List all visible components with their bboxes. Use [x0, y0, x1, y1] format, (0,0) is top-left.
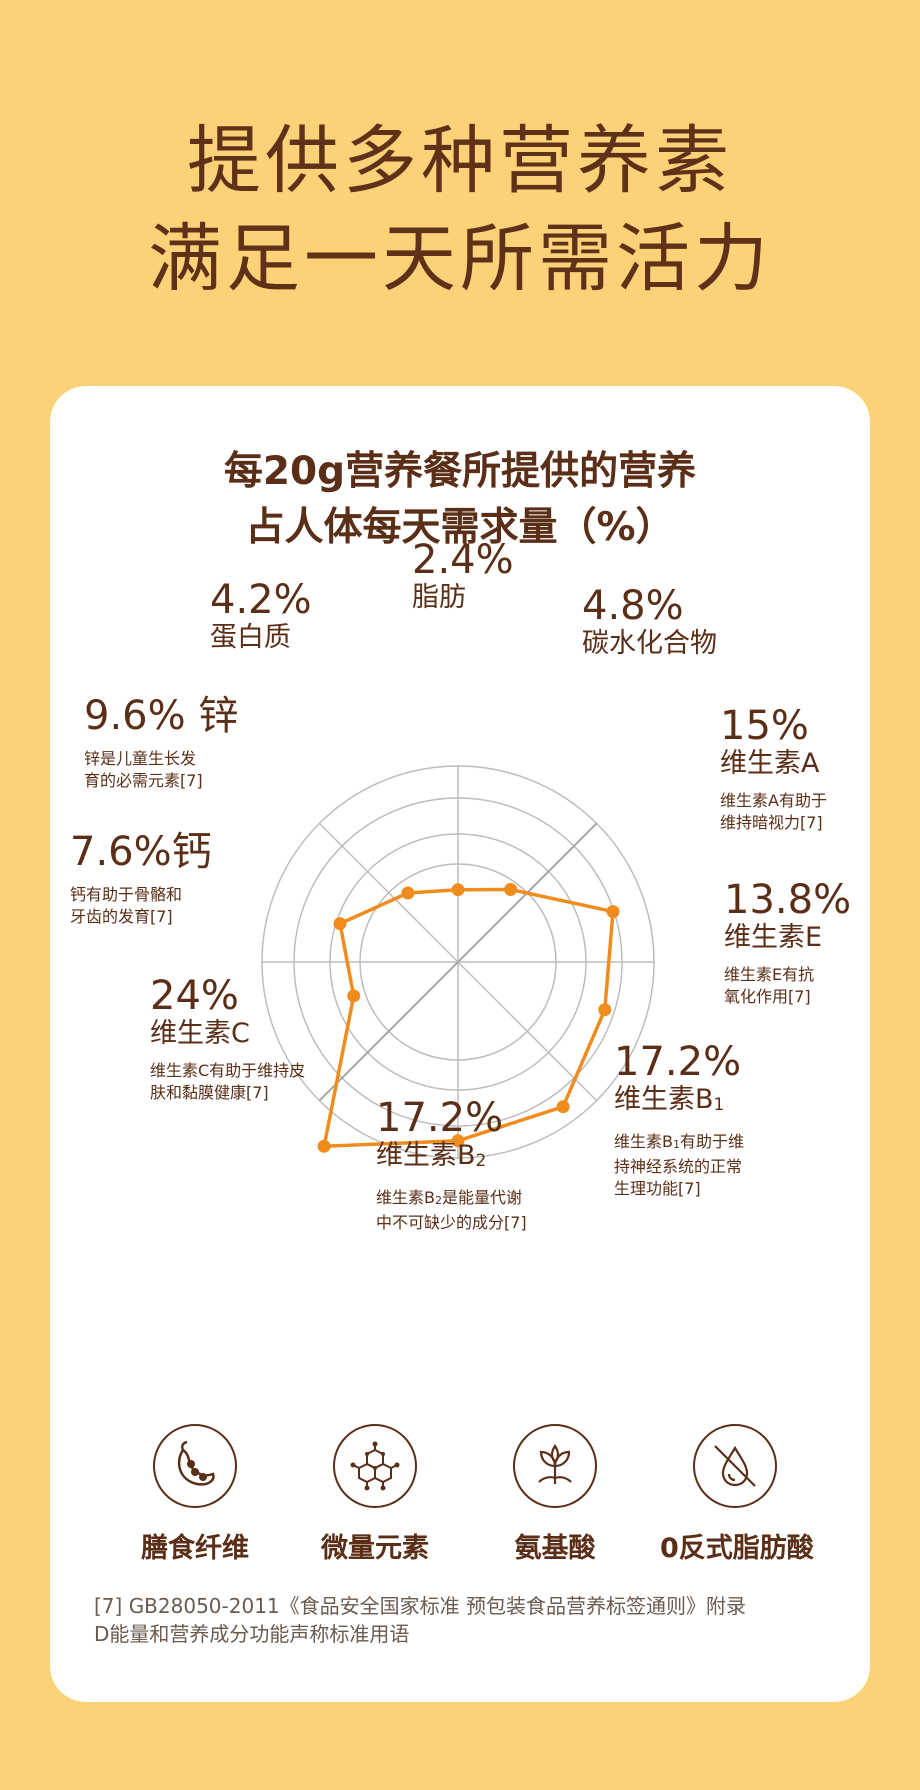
headline: 提供多种营养素 满足一天所需活力 — [0, 112, 920, 308]
label-vitamin-c: 24% 维生素C 维生素C有助于维持皮 肤和黏膜健康[7] — [150, 974, 305, 1104]
label-carb-name: 碳水化合物 — [582, 628, 717, 659]
label-protein-name: 蛋白质 — [210, 622, 291, 653]
footnote-line-1: [7] GB28050-2011《食品安全国家标准 预包装食品营养标签通则》附录 — [94, 1594, 747, 1618]
label-vitamin-e-value: 13.8% — [724, 877, 852, 923]
label-vitamin-e-name: 维生素E — [724, 922, 823, 953]
label-vitamin-b1-value: 17.2% — [614, 1039, 742, 1085]
label-vitamin-c-desc: 维生素C有助于维持皮 肤和黏膜健康[7] — [150, 1060, 305, 1104]
label-fat-name: 脂肪 — [412, 582, 466, 613]
label-vitamin-e-desc-2: 氧化作用[7] — [724, 987, 811, 1006]
label-fat-value: 2.4% — [412, 537, 514, 583]
feature-dietary-fiber: 膳食纤维 — [120, 1424, 270, 1565]
molecule-icon — [333, 1424, 417, 1508]
feature-amino-acids: 氨基酸 — [480, 1424, 630, 1565]
label-vitamin-c-name: 维生素C — [150, 1018, 250, 1049]
chart-title-line-2: 占人体每天需求量（%） — [245, 505, 675, 550]
radar-point-1 — [451, 883, 465, 897]
label-calcium-desc: 钙有助于骨骼和 牙齿的发育[7] — [70, 884, 212, 928]
label-fat: 2.4% 脂肪 — [412, 538, 514, 614]
label-zinc-desc: 锌是儿童生长发 育的必需元素[7] — [84, 748, 238, 792]
label-vitamin-b1: 17.2% 维生素B1 维生素B1有助于维 持神经系统的正常 生理功能[7] — [614, 1040, 744, 1200]
headline-line-1: 提供多种营养素 — [187, 118, 733, 204]
label-calcium-value: 7.6% — [70, 829, 172, 875]
feature-zero-trans-fat: 0反式脂肪酸 — [660, 1424, 814, 1565]
label-carb-value: 4.8% — [582, 583, 684, 629]
headline-line-2: 满足一天所需活力 — [148, 216, 772, 302]
label-vitamin-b2-name-text: 维生素B — [376, 1140, 476, 1171]
label-vitamin-a-desc-2: 维持暗视力[7] — [720, 813, 823, 832]
label-vitamin-b2-name: 维生素B2 — [376, 1140, 527, 1177]
label-vitamin-b2: 17.2% 维生素B2 维生素B2是能量代谢 中不可缺少的成分[7] — [376, 1096, 527, 1234]
label-vitamin-e: 13.8% 维生素E 维生素E有抗 氧化作用[7] — [724, 878, 851, 1008]
label-vitamin-b1-name-text: 维生素B — [614, 1084, 714, 1115]
label-vitamin-b1-desc-1: 维生素B1有助于维 — [614, 1131, 744, 1156]
label-zinc: 9.6% 锌 锌是儿童生长发 育的必需元素[7] — [84, 694, 238, 792]
nutrition-card: 每20g营养餐所提供的营养 占人体每天需求量（%） 2.4% 脂肪 4.8% 碳… — [50, 386, 870, 1702]
label-vitamin-b2-desc-1: 维生素B2是能量代谢 — [376, 1187, 527, 1212]
label-protein: 4.2% 蛋白质 — [210, 578, 312, 654]
feature-zero-trans-fat-label: 0反式脂肪酸 — [660, 1533, 814, 1564]
feature-trace-elements-label: 微量元素 — [321, 1533, 429, 1564]
chart-title: 每20g营养餐所提供的营养 占人体每天需求量（%） — [50, 444, 870, 556]
label-vitamin-b1-desc-2: 持神经系统的正常 — [614, 1157, 743, 1176]
label-vitamin-b1-desc-1-sub: 1 — [672, 1138, 680, 1151]
label-vitamin-b1-desc-1a: 维生素B — [614, 1132, 673, 1151]
label-vitamin-a-name: 维生素A — [720, 748, 820, 779]
radar-point-8 — [347, 989, 361, 1003]
feature-dietary-fiber-label: 膳食纤维 — [141, 1533, 249, 1564]
label-vitamin-b1-name: 维生素B1 — [614, 1084, 744, 1121]
label-vitamin-e-desc-1: 维生素E有抗 — [724, 965, 815, 984]
label-vitamin-a-desc-1: 维生素A有助于 — [720, 791, 827, 810]
label-calcium-desc-2: 牙齿的发育[7] — [70, 907, 173, 926]
radar-chart — [261, 765, 655, 1159]
radar-axis-diagonal-2 — [318, 822, 598, 1102]
leaf-plant-icon — [513, 1424, 597, 1508]
label-vitamin-b2-desc-1b: 是能量代谢 — [441, 1188, 522, 1207]
radar-point-10 — [401, 886, 415, 900]
pea-pod-icon — [153, 1424, 237, 1508]
label-calcium-name: 钙 — [171, 829, 212, 875]
footnote-line-2: D能量和营养成分功能声称标准用语 — [94, 1622, 410, 1646]
label-vitamin-b2-name-sub: 2 — [475, 1151, 487, 1171]
feature-amino-acids-label: 氨基酸 — [514, 1533, 596, 1564]
no-oil-drop-icon — [693, 1424, 777, 1508]
chart-title-line-1: 每20g营养餐所提供的营养 — [223, 449, 697, 494]
label-vitamin-b1-desc-3: 生理功能[7] — [614, 1179, 701, 1198]
label-vitamin-a-desc: 维生素A有助于 维持暗视力[7] — [720, 790, 827, 834]
label-vitamin-b2-desc: 维生素B2是能量代谢 中不可缺少的成分[7] — [376, 1187, 527, 1234]
radar-point-4 — [598, 1003, 612, 1017]
label-vitamin-c-value: 24% — [150, 973, 239, 1019]
label-calcium-headline: 7.6%钙 — [70, 830, 212, 874]
label-zinc-desc-1: 锌是儿童生长发 — [84, 749, 197, 768]
label-calcium-desc-1: 钙有助于骨骼和 — [70, 885, 183, 904]
feature-trace-elements: 微量元素 — [300, 1424, 450, 1565]
label-carb: 4.8% 碳水化合物 — [582, 584, 717, 660]
radar-point-9 — [333, 917, 347, 931]
footnote: [7] GB28050-2011《食品安全国家标准 预包装食品营养标签通则》附录… — [94, 1592, 834, 1648]
label-vitamin-b1-desc: 维生素B1有助于维 持神经系统的正常 生理功能[7] — [614, 1131, 744, 1200]
radar-point-6 — [451, 1134, 465, 1148]
label-vitamin-b2-desc-1-sub: 2 — [434, 1194, 442, 1207]
label-vitamin-c-desc-1: 维生素C有助于维持皮 — [150, 1061, 306, 1080]
label-vitamin-a-value: 15% — [720, 703, 809, 749]
label-zinc-desc-2: 育的必需元素[7] — [84, 771, 203, 790]
label-vitamin-b2-desc-2: 中不可缺少的成分[7] — [376, 1213, 527, 1232]
radar-point-3 — [606, 905, 620, 919]
label-calcium: 7.6%钙 钙有助于骨骼和 牙齿的发育[7] — [70, 830, 212, 928]
label-vitamin-b2-value: 17.2% — [376, 1095, 504, 1141]
label-vitamin-b2-desc-1a: 维生素B — [376, 1188, 435, 1207]
label-zinc-name: 锌 — [198, 693, 239, 739]
label-protein-value: 4.2% — [210, 577, 312, 623]
radar-point-2 — [504, 883, 518, 896]
label-vitamin-c-desc-2: 肤和黏膜健康[7] — [150, 1083, 269, 1102]
radar-point-7 — [317, 1139, 331, 1153]
label-zinc-headline: 9.6% 锌 — [84, 694, 238, 738]
label-vitamin-e-desc: 维生素E有抗 氧化作用[7] — [724, 964, 851, 1008]
label-vitamin-a: 15% 维生素A 维生素A有助于 维持暗视力[7] — [720, 704, 827, 834]
label-vitamin-b1-name-sub: 1 — [713, 1095, 725, 1115]
label-vitamin-b1-desc-1b: 有助于维 — [679, 1132, 744, 1151]
radar-point-5 — [556, 1100, 570, 1114]
label-zinc-value: 9.6% — [84, 693, 186, 739]
